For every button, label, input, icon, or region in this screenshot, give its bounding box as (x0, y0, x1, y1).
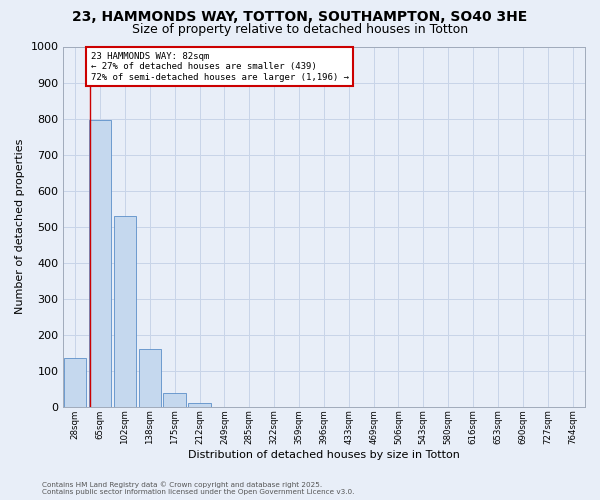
Bar (89, 120, 111, 407)
Text: Contains HM Land Registry data © Crown copyright and database right 2025.: Contains HM Land Registry data © Crown c… (42, 481, 322, 488)
Text: 23, HAMMONDS WAY, TOTTON, SOUTHAMPTON, SO40 3HE: 23, HAMMONDS WAY, TOTTON, SOUTHAMPTON, S… (73, 10, 527, 24)
Text: Contains public sector information licensed under the Open Government Licence v3: Contains public sector information licen… (42, 489, 355, 495)
Bar (114, 216, 136, 407)
Y-axis label: Number of detached properties: Number of detached properties (15, 139, 25, 314)
Text: 23 HAMMONDS WAY: 82sqm
← 27% of detached houses are smaller (439)
72% of semi-de: 23 HAMMONDS WAY: 82sqm ← 27% of detached… (91, 52, 349, 82)
Bar (64, 358, 86, 407)
Bar (163, 393, 186, 407)
Text: Size of property relative to detached houses in Totton: Size of property relative to detached ho… (132, 22, 468, 36)
Bar (188, 403, 211, 407)
Bar (139, 349, 161, 407)
X-axis label: Distribution of detached houses by size in Totton: Distribution of detached houses by size … (188, 450, 460, 460)
